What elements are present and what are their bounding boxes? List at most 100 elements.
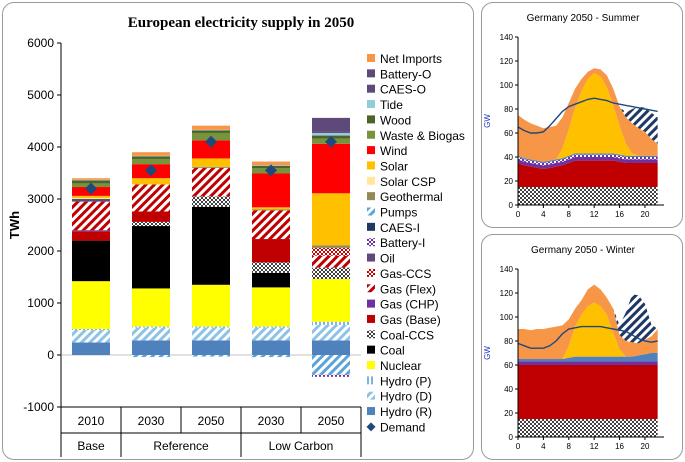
bar-segment-waste-biogas [132, 158, 170, 165]
small-chart-title: Germany 2050 - Winter [531, 245, 636, 256]
bar-segment-hydro-d [132, 327, 170, 341]
legend-label-solar-csp: Solar CSP [380, 175, 436, 189]
bar-segment-gas-flex [312, 255, 350, 268]
demand-marker [145, 164, 157, 177]
bar-segment-hydro-d [192, 327, 230, 341]
x-tick-label: 16 [615, 442, 624, 451]
legend-swatch-battery-o [367, 69, 375, 78]
y-tick-label: -1000 [23, 400, 54, 414]
y-tick-label: 140 [500, 265, 514, 274]
y-tick-label: 140 [500, 33, 514, 42]
x-category-label: 2030 [138, 414, 165, 428]
bar-segment-pumps [132, 355, 170, 358]
bar-segment-coal-ccs [192, 196, 230, 207]
x-group-label: Reference [153, 439, 209, 453]
y-tick-label: 40 [504, 153, 513, 162]
legend-swatch-gas-chp [367, 299, 375, 308]
y-tick-label: 0 [509, 433, 514, 442]
area-caes-i [518, 284, 658, 344]
x-tick-label: 12 [590, 210, 599, 219]
area-gas-chp [518, 361, 658, 365]
bar-segment-hydro-p [192, 326, 230, 328]
x-tick-label: 4 [541, 210, 546, 219]
bar-segment-hydro-p [132, 326, 170, 328]
legend-swatch-nuclear [367, 361, 375, 369]
x-tick-label: 0 [516, 442, 521, 451]
x-tick-label: 0 [516, 210, 521, 219]
germany-winter-chart-panel: Germany 2050 - Winter 0 20 40 60 80 100 120 140 0… [481, 234, 683, 460]
bar-segment-nuclear [252, 287, 290, 327]
germany-winter-chart: Germany 2050 - Winter 0 20 40 60 80 100 120 140 0… [483, 245, 664, 451]
legend-label-hydro-d: Hydro (D) [380, 390, 432, 404]
legend-label-demand: Demand [380, 420, 425, 434]
bar-segment-nuclear [132, 288, 170, 327]
bar-segment-battery-i [312, 374, 350, 377]
x-category-label: 2010 [78, 414, 105, 428]
legend-swatch-pumps [367, 207, 375, 216]
x-group-label: Base [77, 439, 105, 453]
legend-swatch-geothermal [367, 192, 375, 201]
small-chart-title: Germany 2050 - Summer [527, 13, 640, 24]
legend-label-hydro-p: Hydro (P) [380, 374, 431, 388]
bar-segment-hydro-d [72, 330, 110, 343]
legend-swatch-tide [367, 100, 375, 109]
bar-segment-hydro-p [312, 321, 350, 325]
y-tick-label: 120 [500, 289, 514, 298]
x-category-label: 2030 [258, 414, 285, 428]
bar-segment-solar [312, 193, 350, 246]
bar-segment-coal [132, 226, 170, 289]
bar-segment-solar [72, 195, 110, 198]
bar-segment-gas-base [252, 239, 290, 263]
bar-segment-hydro-d [252, 327, 290, 341]
bar-segment-hydro-r [132, 340, 170, 355]
area-net-imports [518, 68, 658, 162]
y-tick-label: 1000 [27, 296, 54, 310]
legend-swatch-gas-base [367, 314, 375, 323]
y-tick-label: 6000 [27, 36, 54, 50]
bar-segment-gas-flex [252, 210, 290, 240]
y-tick-label: 60 [504, 129, 513, 138]
legend-swatch-gas-flex [367, 284, 375, 293]
legend-swatch-caes-i [367, 222, 375, 231]
bar-segment-hydro-r [312, 340, 350, 355]
y-axis-label: TWh [7, 211, 22, 239]
demand-marker [205, 135, 217, 148]
demand-marker [265, 164, 277, 177]
x-category-label: 2050 [198, 414, 225, 428]
area-solar [518, 73, 658, 162]
x-group-label: Low Carbon [269, 439, 334, 453]
legend-swatch-coal-ccs [367, 330, 375, 339]
demand-line [517, 325, 658, 349]
legend-swatch-caes-o [367, 84, 375, 93]
y-tick-label: 3000 [27, 192, 54, 206]
area-solar [518, 302, 658, 359]
y-tick-label: 4000 [27, 140, 54, 154]
area-gas-flex [518, 365, 658, 419]
legend-label-gas-chp: Gas (CHP) [380, 298, 439, 312]
y-tick-label: 60 [504, 361, 513, 370]
bar-segment-gas-flex [132, 184, 170, 212]
bar-segment-hydro-p [252, 326, 290, 328]
x-tick-label: 20 [641, 442, 650, 451]
demand-marker [325, 135, 337, 148]
legend-swatch-coal [367, 345, 375, 354]
bar-segment-geothermal [312, 245, 350, 248]
legend-swatch-wind [367, 146, 375, 155]
bar-segment-hydro-r [252, 340, 290, 355]
area-coal-ccs [518, 187, 658, 205]
bar-segment-caes-o [312, 131, 350, 133]
bar-segment-hydro-r [192, 340, 230, 355]
y-tick-label: 5000 [27, 88, 54, 102]
legend-label-coal: Coal [380, 344, 405, 358]
bar-segment-pumps [312, 355, 350, 375]
legend-label-wood: Wood [380, 113, 411, 127]
legend-swatch-hydro-d [367, 391, 375, 400]
legend-label-geothermal: Geothermal [380, 190, 443, 204]
bar-segment-tide [72, 179, 110, 181]
demand-line [517, 97, 658, 134]
bar-segment-coal-ccs [312, 267, 350, 280]
germany-summer-chart-panel: Germany 2050 - Summer 0 20 40 60 80 100 120 140 0… [481, 2, 683, 228]
bar-segment-coal [252, 272, 290, 288]
legend-label-tide: Tide [380, 98, 403, 112]
bar-segment-net-imports [192, 125, 230, 130]
